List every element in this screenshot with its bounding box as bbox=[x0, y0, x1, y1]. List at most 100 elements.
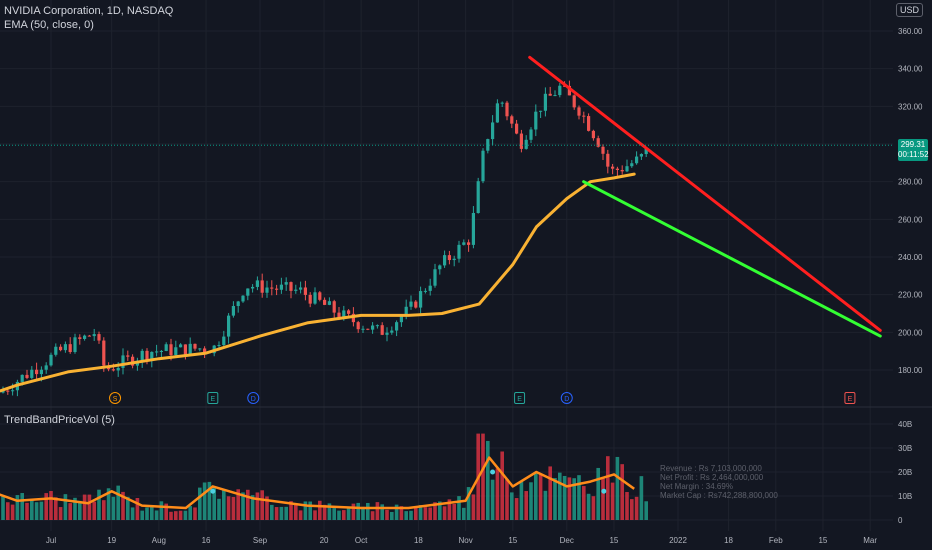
candle-body bbox=[433, 269, 437, 286]
volume-bar bbox=[466, 487, 471, 520]
price-axis[interactable]: 180.00200.00220.00240.00260.00280.00300.… bbox=[898, 27, 923, 375]
candle-body bbox=[452, 258, 456, 261]
event-marker-d[interactable]: D bbox=[560, 392, 573, 404]
candle-body bbox=[6, 390, 10, 392]
candle-body bbox=[529, 129, 533, 140]
price-tick-label: 200.00 bbox=[898, 328, 923, 337]
candle-body bbox=[150, 351, 154, 360]
candle-body bbox=[116, 367, 120, 371]
volume-bar bbox=[207, 481, 212, 520]
volume-bar bbox=[183, 510, 188, 520]
trendlines[interactable] bbox=[528, 55, 882, 338]
volume-bar bbox=[634, 496, 639, 520]
event-marker-s[interactable]: S bbox=[109, 392, 122, 404]
candle-body bbox=[255, 280, 259, 287]
candle-body bbox=[83, 335, 87, 339]
candle-body bbox=[519, 133, 523, 149]
volume-bar bbox=[270, 504, 274, 520]
candle-body bbox=[447, 255, 451, 261]
time-axis[interactable]: Jul 19 Aug 16 Sep 20 Oct 18 Nov 15 Dec 15 2022 18 Feb 1… bbox=[46, 536, 877, 545]
volume-indicator-legend[interactable]: TrendBandPriceVol (5) bbox=[4, 414, 115, 426]
volume-bar bbox=[44, 493, 48, 520]
event-marker-e[interactable]: E bbox=[844, 392, 856, 404]
volume-bar bbox=[505, 479, 509, 520]
volume-bar bbox=[567, 477, 572, 520]
volume-bar bbox=[265, 496, 269, 520]
event-marker-label: E bbox=[848, 396, 853, 403]
volume-bar bbox=[452, 503, 456, 520]
volume-bar bbox=[471, 494, 476, 520]
candle-body bbox=[620, 169, 624, 172]
event-marker-e[interactable]: E bbox=[514, 392, 526, 404]
candle-body bbox=[25, 374, 29, 378]
volume-bar bbox=[577, 475, 581, 520]
volume-bar bbox=[202, 482, 207, 520]
price-tick-label: 320.00 bbox=[898, 102, 923, 111]
candle-body bbox=[275, 288, 279, 290]
volume-bar bbox=[562, 475, 567, 520]
candle-body bbox=[265, 287, 269, 293]
volume-bar bbox=[337, 510, 341, 520]
candle-body bbox=[572, 95, 576, 108]
volume-bar bbox=[246, 489, 250, 520]
price-tick-label: 360.00 bbox=[898, 27, 923, 36]
time-tick-label: 2022 bbox=[669, 536, 687, 545]
price-tick-label: 260.00 bbox=[898, 215, 923, 224]
volume-bar bbox=[490, 479, 495, 520]
candle-body bbox=[356, 322, 360, 330]
volume-bar bbox=[457, 496, 461, 520]
candle-body bbox=[289, 282, 293, 291]
volume-bar bbox=[226, 496, 231, 520]
candle-body bbox=[606, 153, 610, 167]
volume-bar bbox=[510, 492, 514, 520]
candle-body bbox=[596, 138, 600, 147]
candle-body bbox=[428, 285, 432, 291]
volume-bar bbox=[529, 482, 533, 520]
ema-legend[interactable]: EMA (50, close, 0) bbox=[4, 19, 94, 31]
volume-bar bbox=[351, 503, 356, 520]
candle-body bbox=[323, 299, 327, 305]
event-marker-d[interactable]: D bbox=[247, 392, 260, 404]
event-marker-e[interactable]: E bbox=[207, 392, 219, 404]
volume-bar bbox=[553, 478, 557, 520]
candle-body bbox=[155, 351, 159, 353]
volume-bar bbox=[54, 497, 58, 520]
candle-body bbox=[457, 244, 461, 259]
candle-body bbox=[505, 102, 509, 117]
volume-bar bbox=[87, 494, 92, 520]
currency-button[interactable]: USD bbox=[895, 3, 923, 17]
volume-bar bbox=[20, 493, 24, 520]
volume-tick-label: 30B bbox=[898, 444, 912, 453]
candle-body bbox=[567, 85, 571, 96]
time-tick-label: 15 bbox=[818, 536, 827, 545]
volume-bar bbox=[303, 501, 308, 520]
volume-bar bbox=[49, 491, 53, 520]
volume-bar bbox=[140, 510, 144, 520]
price-tick-label: 180.00 bbox=[898, 366, 923, 375]
candle-body bbox=[1, 390, 5, 393]
time-tick-label: 19 bbox=[107, 536, 116, 545]
volume-bar bbox=[625, 492, 629, 520]
candle-body bbox=[419, 291, 423, 308]
stat-market-cap: Market Cap : Rs742,288,800,000 bbox=[660, 491, 778, 500]
candle-body bbox=[495, 103, 499, 123]
candle-body bbox=[318, 292, 322, 300]
candle-body bbox=[63, 344, 67, 351]
volume-bar bbox=[423, 507, 428, 520]
candle-body bbox=[87, 335, 91, 337]
candle-body bbox=[49, 354, 53, 366]
volume-bar bbox=[174, 511, 178, 520]
volume-bar bbox=[606, 456, 610, 520]
symbol-title[interactable]: NVIDIA Corporation, 1D, NASDAQ bbox=[4, 5, 174, 17]
support-trendline bbox=[582, 180, 882, 338]
volume-bar bbox=[255, 492, 260, 520]
chart-grid bbox=[0, 0, 932, 531]
candle-body bbox=[222, 336, 226, 346]
volume-bar bbox=[462, 507, 466, 520]
last-price-label: 299.31 00:11:52 bbox=[898, 139, 929, 161]
candle-body bbox=[308, 294, 312, 304]
candle-body bbox=[361, 328, 365, 330]
volume-axis[interactable]: 0 10B 20B 30B 40B bbox=[898, 420, 912, 525]
